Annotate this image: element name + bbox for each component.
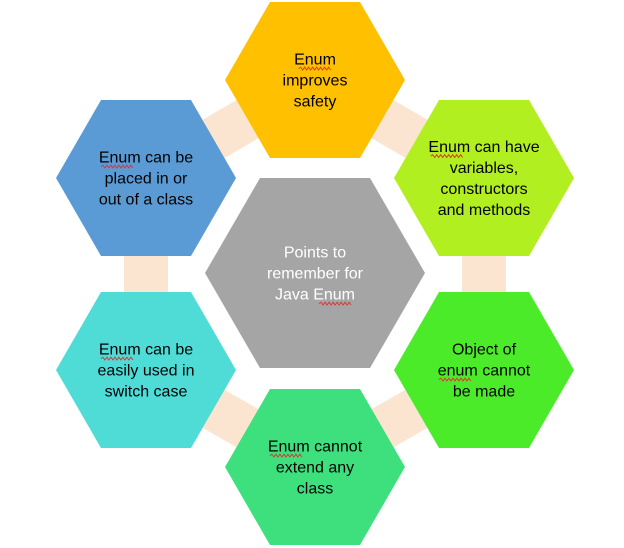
center-hexagon-shape [205, 178, 425, 368]
item-hexagon-2-label-line-1: Enum can have [428, 139, 539, 156]
item-hexagon-3-label-line-2: enum cannot [438, 363, 531, 380]
center-hexagon-label-line-3: Java Enum [275, 287, 355, 304]
item-hexagon-4-label-line-3: class [297, 481, 333, 498]
item-hexagon-2-label-line-4: and methods [438, 202, 531, 219]
item-hexagon-1-shape [225, 2, 405, 158]
item-hexagon-6-shape [56, 100, 236, 256]
item-hexagon-5: Enum can be easily used in switch case [56, 292, 236, 448]
item-hexagon-5-label-line-2: easily used in [98, 363, 195, 380]
center-hexagon-label-line-1: Points to [284, 245, 346, 262]
item-hexagon-4: Enum cannot extend any class [225, 389, 405, 545]
item-hexagon-1-label-line-1: Enum [294, 52, 336, 69]
center-hexagon-label-line-2: remember for [267, 266, 364, 283]
item-hexagon-1-label-line-2: improves [283, 73, 348, 90]
item-hexagon-1-label-line-3: safety [294, 94, 337, 111]
item-hexagon-4-shape [225, 389, 405, 545]
spellcheck-underline [269, 453, 303, 458]
item-hexagon-1: Enum improves safety [225, 2, 405, 158]
center-hexagon: Points to remember for Java Enum [205, 178, 425, 368]
spellcheck-underline [430, 153, 464, 159]
item-hexagon-3-label-line-3: be made [453, 384, 515, 401]
item-hexagon-3-shape [394, 292, 574, 448]
item-hexagon-3: Object of enum cannot be made [394, 292, 574, 448]
item-hexagon-4-label-line-2: extend any [276, 460, 354, 477]
item-hexagon-6-label-line-1: Enum can be [99, 150, 193, 167]
item-hexagon-5-label-line-1: Enum can be [99, 342, 193, 359]
item-hexagon-2: Enum can have variables, constructors and m… [394, 100, 574, 256]
item-hexagon-6-label-line-2: placed in or [105, 171, 188, 188]
hexagon-layer: Enum improves safety Enum can have variables… [56, 2, 574, 545]
item-hexagon-5-shape [56, 292, 236, 448]
item-hexagon-6: Enum can be placed in or out of a class [56, 100, 236, 256]
spellcheck-underline [438, 377, 472, 382]
item-hexagon-2-shape [394, 100, 574, 256]
item-hexagon-2-label-line-3: constructors [440, 181, 527, 198]
spellcheck-underline [318, 301, 352, 306]
item-hexagon-3-label-line-1: Object of [452, 342, 517, 359]
item-hexagon-5-label-line-3: switch case [105, 384, 188, 401]
item-hexagon-6-label-line-3: out of a class [99, 192, 193, 209]
spellcheck-underline [100, 164, 134, 169]
spellcheck-underline [100, 356, 134, 361]
spellcheck-underline [298, 66, 331, 71]
item-hexagon-4-label-line-1: Enum cannot [268, 439, 363, 456]
item-hexagon-2-label-line-2: variables, [450, 160, 518, 177]
